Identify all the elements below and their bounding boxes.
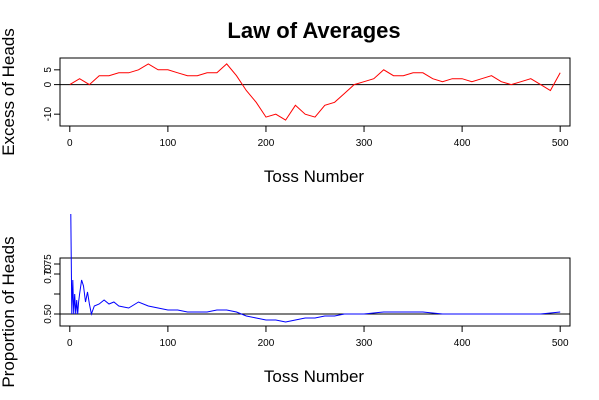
series-line-0 xyxy=(69,63,561,121)
plot-frame-proportion xyxy=(59,257,571,327)
x-tick-label: 300 xyxy=(356,138,373,149)
x-tick-label: 0 xyxy=(67,338,73,349)
x-tick-label: 400 xyxy=(454,138,471,149)
x-tick-label: 0 xyxy=(67,138,73,149)
y-tick-label: 0 xyxy=(43,81,54,87)
plot-frame-excess xyxy=(59,57,571,127)
excess-of-heads-panel: 0 100 200 300 400 500 -10 0 5 Toss Number Exces… xyxy=(0,28,571,186)
x-tick-label: 100 xyxy=(160,338,177,349)
y-axis-label-proportion: Proportion of Heads xyxy=(0,236,18,387)
x-tick-label: 300 xyxy=(356,338,373,349)
x-tick-label: 500 xyxy=(552,338,569,349)
x-axis-label-proportion: Toss Number xyxy=(264,367,364,386)
figure-title: Law of Averages xyxy=(227,18,400,43)
y-axis-label-excess: Excess of Heads xyxy=(0,28,18,156)
x-tick-label: 100 xyxy=(160,138,177,149)
x-tick-label: 200 xyxy=(258,338,275,349)
y-tick-label: 0.70 xyxy=(43,264,54,284)
y-tick-label: 0.50 xyxy=(43,304,54,324)
series-line-0 xyxy=(70,213,561,323)
proportion-of-heads-panel: 0 100 200 300 400 500 0.50 0.700.75 Toss Numbe… xyxy=(0,213,571,388)
x-tick-label: 500 xyxy=(552,138,569,149)
x-axis-label-excess: Toss Number xyxy=(264,167,364,186)
x-tick-label: 400 xyxy=(454,338,471,349)
y-tick-label: 5 xyxy=(43,67,54,73)
y-tick-label: -10 xyxy=(43,107,54,122)
y-tick-label: 0.75 xyxy=(43,254,54,274)
x-tick-label: 200 xyxy=(258,138,275,149)
